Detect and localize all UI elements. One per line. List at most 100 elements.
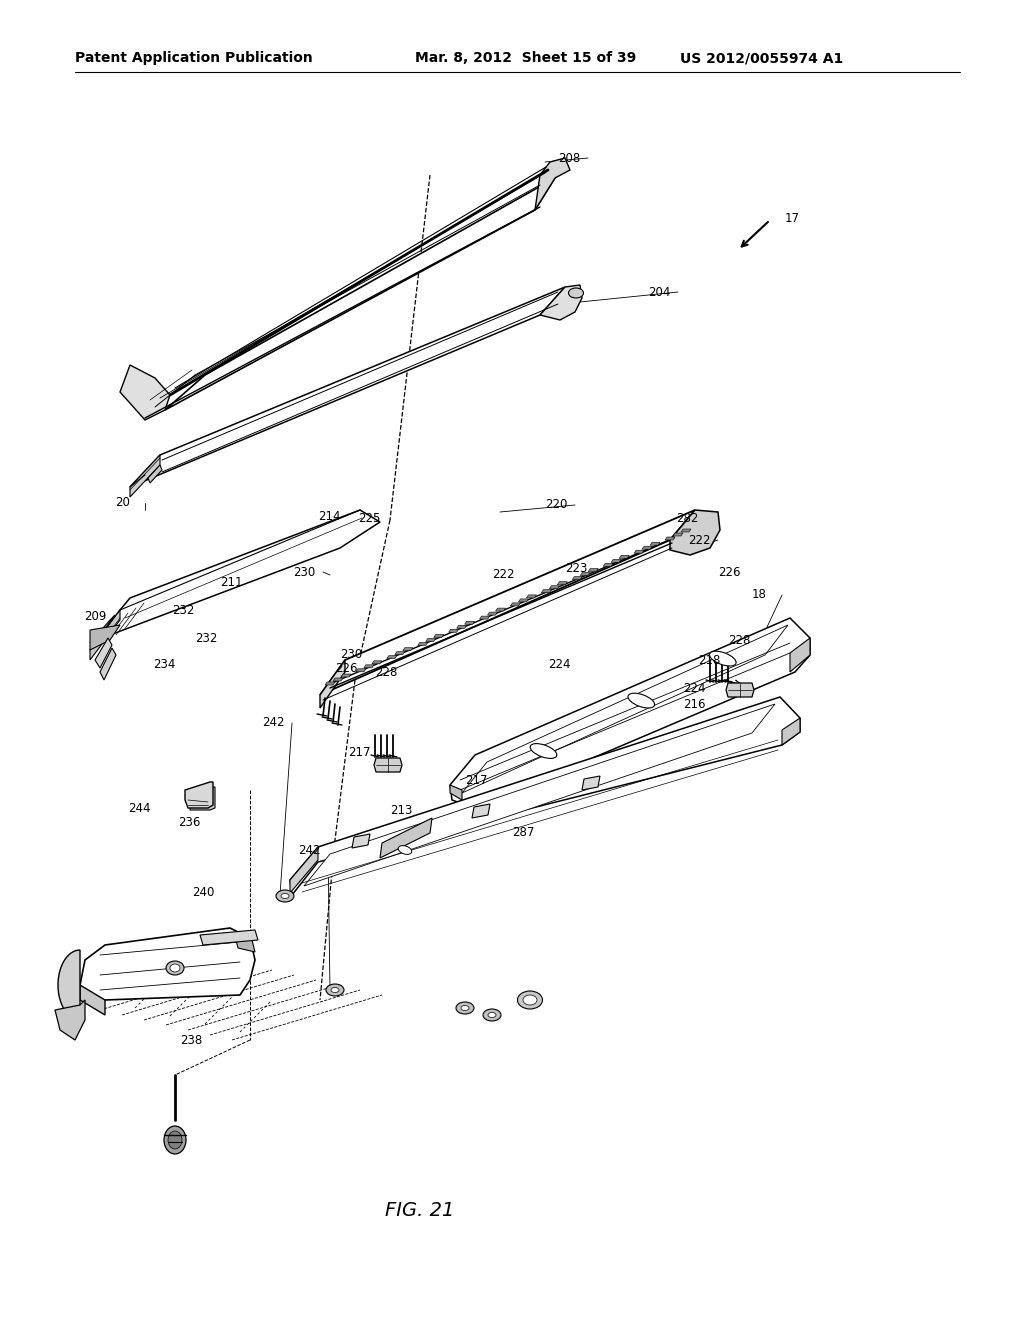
Polygon shape: [642, 546, 652, 549]
Polygon shape: [782, 718, 800, 744]
Polygon shape: [650, 543, 660, 545]
Text: 230: 230: [293, 565, 315, 578]
Text: 208: 208: [558, 152, 581, 165]
Polygon shape: [90, 624, 120, 649]
Polygon shape: [90, 610, 120, 660]
Polygon shape: [557, 582, 567, 585]
Text: 287: 287: [512, 825, 535, 838]
Polygon shape: [148, 465, 162, 483]
Text: 282: 282: [676, 511, 698, 524]
Polygon shape: [496, 609, 506, 611]
Polygon shape: [540, 285, 582, 319]
Polygon shape: [380, 818, 432, 858]
Text: 213: 213: [390, 804, 413, 817]
Text: 223: 223: [565, 561, 588, 574]
Polygon shape: [518, 599, 528, 602]
Polygon shape: [356, 669, 366, 672]
Polygon shape: [165, 178, 555, 411]
Polygon shape: [542, 590, 551, 593]
Polygon shape: [434, 635, 443, 638]
Text: 222: 222: [688, 533, 711, 546]
Text: 226: 226: [718, 565, 740, 578]
Polygon shape: [549, 586, 559, 589]
Polygon shape: [572, 577, 583, 579]
Polygon shape: [387, 656, 397, 659]
Text: 228: 228: [375, 665, 397, 678]
Text: 220: 220: [545, 499, 567, 511]
Polygon shape: [58, 950, 80, 1020]
Polygon shape: [790, 638, 810, 672]
Ellipse shape: [331, 987, 339, 993]
Text: 228: 228: [728, 634, 751, 647]
Polygon shape: [726, 682, 754, 697]
Polygon shape: [479, 616, 489, 619]
Polygon shape: [80, 985, 105, 1015]
Text: 234: 234: [153, 659, 175, 672]
Polygon shape: [290, 847, 318, 894]
Text: 218: 218: [698, 653, 720, 667]
Ellipse shape: [568, 288, 584, 298]
Ellipse shape: [166, 961, 184, 975]
Ellipse shape: [456, 1002, 474, 1014]
Text: 204: 204: [648, 285, 671, 298]
Polygon shape: [374, 758, 402, 772]
Polygon shape: [472, 804, 490, 818]
Polygon shape: [457, 626, 467, 628]
Polygon shape: [100, 648, 116, 680]
Text: Patent Application Publication: Patent Application Publication: [75, 51, 312, 65]
Polygon shape: [200, 931, 258, 945]
Text: FIG. 21: FIG. 21: [385, 1200, 455, 1220]
Text: 217: 217: [348, 746, 371, 759]
Polygon shape: [90, 510, 380, 649]
Polygon shape: [462, 624, 788, 793]
Text: 232: 232: [172, 603, 195, 616]
Text: 242: 242: [298, 843, 321, 857]
Text: 225: 225: [358, 511, 380, 524]
Polygon shape: [581, 573, 590, 576]
Text: 222: 222: [492, 569, 514, 582]
Ellipse shape: [276, 890, 294, 902]
Polygon shape: [588, 569, 598, 572]
Polygon shape: [234, 936, 255, 952]
Polygon shape: [395, 652, 404, 655]
Polygon shape: [487, 612, 498, 615]
Ellipse shape: [488, 1012, 496, 1018]
Polygon shape: [341, 675, 351, 677]
Polygon shape: [526, 595, 537, 598]
Ellipse shape: [398, 846, 412, 854]
Text: 242: 242: [262, 717, 285, 730]
Polygon shape: [90, 615, 115, 643]
Ellipse shape: [461, 1006, 469, 1011]
Text: US 2012/0055974 A1: US 2012/0055974 A1: [680, 51, 843, 65]
Text: 224: 224: [683, 681, 706, 694]
Polygon shape: [535, 158, 570, 210]
Text: 232: 232: [195, 631, 217, 644]
Polygon shape: [449, 630, 459, 632]
Polygon shape: [190, 787, 215, 810]
Ellipse shape: [281, 894, 289, 899]
Text: 224: 224: [548, 659, 570, 672]
Polygon shape: [290, 697, 800, 895]
Polygon shape: [130, 286, 565, 487]
Polygon shape: [80, 928, 255, 1001]
Ellipse shape: [326, 983, 344, 997]
Polygon shape: [319, 510, 695, 696]
Polygon shape: [634, 550, 644, 553]
Polygon shape: [130, 455, 160, 498]
Text: 17: 17: [785, 211, 800, 224]
Ellipse shape: [168, 1131, 182, 1148]
Polygon shape: [450, 618, 810, 808]
Polygon shape: [364, 665, 374, 668]
Text: 216: 216: [683, 698, 706, 711]
Ellipse shape: [523, 995, 537, 1005]
Ellipse shape: [628, 693, 654, 708]
Polygon shape: [665, 537, 675, 540]
Polygon shape: [603, 564, 613, 566]
Polygon shape: [304, 704, 775, 886]
Text: 226: 226: [335, 661, 357, 675]
Text: 236: 236: [178, 816, 201, 829]
Text: 18: 18: [752, 589, 767, 602]
Text: 20: 20: [115, 496, 130, 510]
Polygon shape: [681, 529, 691, 532]
Text: Mar. 8, 2012  Sheet 15 of 39: Mar. 8, 2012 Sheet 15 of 39: [415, 51, 636, 65]
